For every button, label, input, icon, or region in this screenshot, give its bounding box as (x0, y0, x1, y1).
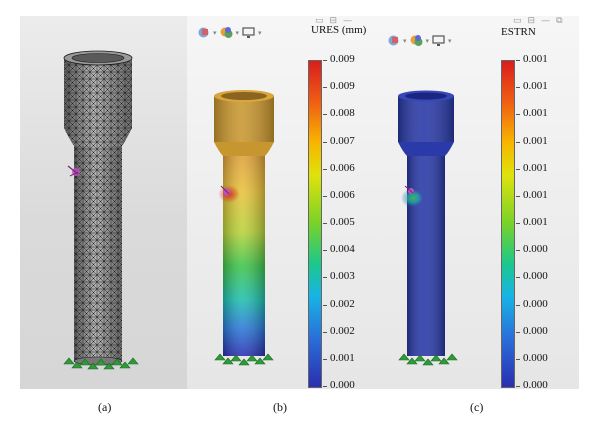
legend-tick-label: 0.000 (523, 324, 548, 337)
legend-tick-mark (516, 141, 520, 143)
legend-tick-mark (323, 114, 327, 116)
minimize-icon[interactable]: — (343, 16, 353, 26)
legend-tick-label: 0.001 (523, 188, 548, 201)
legend-tick-mark (323, 250, 327, 252)
load-arrow-icon (67, 165, 80, 177)
legend-tick-label: 0.009 (330, 53, 355, 65)
legend-tick-label: 0.000 (523, 270, 548, 283)
maximize-icon[interactable]: ⧉ (556, 16, 563, 26)
legend-tick-mark (516, 250, 520, 252)
legend-tick-mark (323, 141, 327, 143)
legend-tick-mark (516, 304, 520, 306)
legend-tick-label: 0.009 (330, 80, 355, 93)
legend-title: ESTRN (501, 26, 536, 38)
color-scale-bar (501, 60, 515, 388)
color-scale-bar (308, 60, 322, 388)
restore-icon[interactable]: ▭ (315, 16, 324, 26)
legend-tick-label: 0.007 (330, 134, 355, 147)
appearance-icon[interactable] (410, 34, 423, 47)
legend-tick-mark (516, 223, 520, 224)
legend-tick-mark (516, 168, 520, 170)
legend-tick-label: 0.001 (523, 216, 548, 228)
fixture-icons (398, 353, 458, 366)
chevron-down-icon[interactable]: ▾ (403, 36, 407, 45)
display-style-icon[interactable] (197, 26, 210, 39)
legend-tick-label: 0.006 (330, 161, 355, 174)
legend-tick-mark (516, 87, 520, 89)
monitor-icon[interactable] (242, 26, 255, 39)
legend-tick-mark (516, 277, 520, 279)
legend-tick-label: 0.006 (330, 188, 355, 201)
legend-tick-mark (323, 195, 327, 197)
appearance-icon[interactable] (220, 26, 233, 39)
chevron-down-icon[interactable]: ▾ (235, 28, 240, 37)
legend-tick-mark (516, 195, 520, 197)
load-arrow-icon (404, 185, 414, 194)
legend-tick-label: 0.000 (330, 379, 355, 389)
legend-tick-mark (516, 358, 520, 360)
legend-tick-label: 0.000 (523, 243, 548, 256)
legend-tick-label: 0.001 (523, 53, 548, 65)
legend-tick-mark (323, 358, 327, 360)
view-toolbar: ▾ ▾ ▾ (197, 26, 262, 39)
split-icon[interactable]: ⊟ (527, 16, 536, 26)
legend-tick-mark (323, 331, 327, 333)
legend-tick-mark (516, 331, 520, 333)
panel-displacement: ▭ ⊟ — ▾ ▾ ▾ (187, 16, 383, 389)
legend-tick-mark (323, 304, 327, 306)
legend-tick-label: 0.001 (330, 351, 355, 364)
fixture-icons (63, 357, 139, 370)
legend-tick-label: 0.003 (330, 270, 355, 283)
legend-tick-mark (323, 386, 327, 387)
legend-tick-label: 0.005 (330, 216, 355, 228)
chevron-down-icon[interactable]: ▾ (213, 28, 217, 37)
caption-b: (b) (273, 400, 287, 414)
legend-tick-mark (323, 168, 327, 170)
fixture-icons (214, 353, 274, 366)
legend-title: URES (mm) (311, 24, 367, 36)
window-controls: ▭ ⊟ — (315, 16, 352, 26)
legend-tick-label: 0.001 (523, 80, 548, 93)
legend-tick-mark (323, 277, 327, 279)
legend-tick-mark (516, 386, 520, 387)
legend-tick-mark (516, 60, 520, 61)
chevron-down-icon[interactable]: ▾ (425, 36, 430, 45)
legend-tick-label: 0.004 (330, 243, 355, 256)
legend-tick-mark (323, 87, 327, 89)
load-arrow-icon (220, 185, 231, 196)
legend-tick-label: 0.002 (330, 324, 355, 337)
legend-tick-label: 0.000 (523, 351, 548, 364)
legend-tick-label: 0.001 (523, 134, 548, 147)
chevron-down-icon[interactable]: ▾ (448, 36, 452, 45)
legend-tick-label: 0.001 (523, 107, 548, 120)
panel-mesh-model (20, 16, 187, 389)
legend-tick-label: 0.002 (330, 297, 355, 310)
legend-tick-mark (516, 114, 520, 116)
display-style-icon[interactable] (387, 34, 400, 47)
strain-model-view (398, 90, 458, 366)
legend-tick-mark (323, 60, 327, 61)
minimize-icon[interactable]: — (541, 16, 551, 26)
chevron-down-icon[interactable]: ▾ (258, 28, 262, 37)
displacement-model-view (214, 90, 274, 366)
view-toolbar: ▾ ▾ ▾ (387, 34, 452, 47)
legend-tick-mark (323, 223, 327, 224)
legend-tick-label: 0.000 (523, 379, 548, 389)
mesh-model-view (63, 50, 139, 370)
window-controls: ▭ ⊟ — ⧉ (513, 16, 563, 26)
legend-tick-label: 0.000 (523, 297, 548, 310)
caption-a: (a) (98, 400, 112, 414)
legend-tick-label: 0.008 (330, 107, 355, 120)
legend-tick-label: 0.001 (523, 161, 548, 174)
caption-c: (c) (470, 400, 484, 414)
monitor-icon[interactable] (432, 34, 445, 47)
split-icon[interactable]: ⊟ (329, 16, 338, 26)
panel-strain: ▭ ⊟ — ⧉ ▾ ▾ ▾ (383, 16, 579, 389)
restore-icon[interactable]: ▭ (513, 16, 522, 26)
